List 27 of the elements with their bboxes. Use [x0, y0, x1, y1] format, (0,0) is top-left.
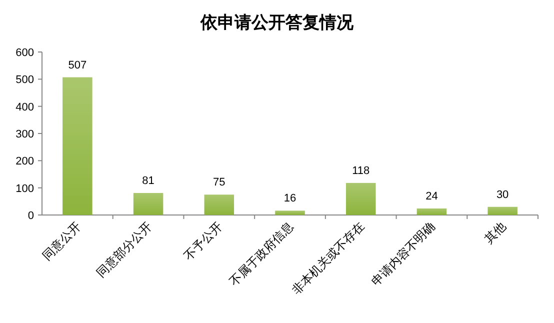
y-tick-label: 600: [16, 47, 34, 59]
data-label: 507: [68, 59, 87, 72]
bar: [488, 206, 518, 215]
bar: [275, 210, 305, 215]
data-label: 16: [284, 192, 296, 205]
y-tick-label: 500: [16, 74, 34, 86]
data-label: 81: [142, 174, 154, 187]
x-tick-label: 其他: [482, 219, 509, 246]
chart-title: 依申请公开答复情况: [200, 13, 354, 32]
x-tick-label: 申请内容不明确: [368, 219, 438, 289]
bar: [204, 194, 234, 215]
x-tick-label: 同意公开: [40, 219, 84, 264]
y-tick-label: 400: [16, 101, 34, 114]
y-tick-label: 300: [16, 128, 34, 140]
x-tick-label: 不予公开: [181, 219, 226, 264]
bar: [133, 192, 164, 215]
y-tick-label: 0: [28, 210, 34, 222]
data-label: 118: [352, 164, 370, 177]
y-tick-label: 200: [16, 156, 34, 168]
data-label: 24: [426, 190, 438, 202]
bar: [416, 208, 447, 215]
y-tick-label: 100: [16, 182, 34, 195]
data-label: 30: [496, 188, 509, 201]
bar: [62, 77, 92, 215]
data-label: 75: [213, 176, 226, 189]
bar: [346, 182, 376, 215]
x-tick-label: 同意部分公开: [94, 219, 154, 280]
